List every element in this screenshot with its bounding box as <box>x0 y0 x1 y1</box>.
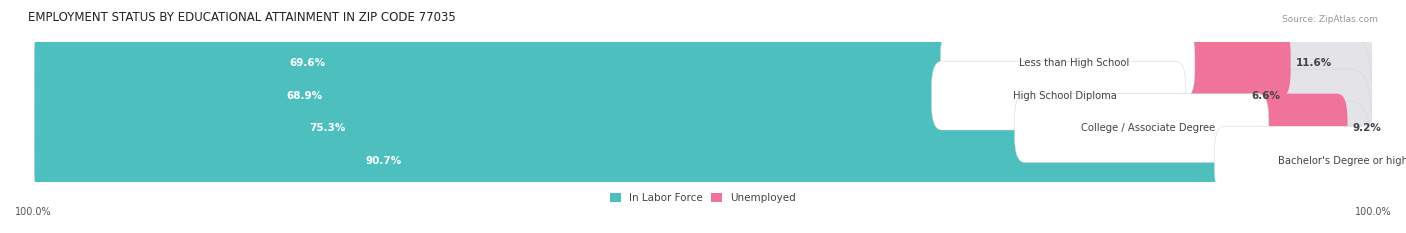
Text: 75.3%: 75.3% <box>309 123 346 133</box>
FancyBboxPatch shape <box>35 4 1371 122</box>
Text: 69.6%: 69.6% <box>290 58 325 68</box>
FancyBboxPatch shape <box>35 102 1371 219</box>
Text: Source: ZipAtlas.com: Source: ZipAtlas.com <box>1282 15 1378 24</box>
Text: 68.9%: 68.9% <box>287 91 322 101</box>
FancyBboxPatch shape <box>1215 126 1406 195</box>
Text: 100.0%: 100.0% <box>14 207 51 217</box>
FancyBboxPatch shape <box>35 37 967 154</box>
FancyBboxPatch shape <box>35 102 1251 219</box>
Text: 100.0%: 100.0% <box>1355 207 1392 217</box>
Text: Bachelor's Degree or higher: Bachelor's Degree or higher <box>1278 156 1406 166</box>
Text: 6.6%: 6.6% <box>1251 91 1279 101</box>
FancyBboxPatch shape <box>1178 61 1246 130</box>
Text: High School Diploma: High School Diploma <box>1014 91 1116 101</box>
Text: Less than High School: Less than High School <box>1019 58 1129 68</box>
FancyBboxPatch shape <box>931 61 1185 130</box>
FancyBboxPatch shape <box>35 69 1050 187</box>
Text: EMPLOYMENT STATUS BY EDUCATIONAL ATTAINMENT IN ZIP CODE 77035: EMPLOYMENT STATUS BY EDUCATIONAL ATTAINM… <box>28 11 456 24</box>
Text: 11.6%: 11.6% <box>1296 58 1331 68</box>
FancyBboxPatch shape <box>1015 94 1268 163</box>
FancyBboxPatch shape <box>35 4 977 122</box>
FancyBboxPatch shape <box>35 37 1371 154</box>
FancyBboxPatch shape <box>941 29 1195 98</box>
FancyBboxPatch shape <box>1187 29 1291 98</box>
Text: 90.7%: 90.7% <box>366 156 402 166</box>
FancyBboxPatch shape <box>35 69 1371 187</box>
Legend: In Labor Force, Unemployed: In Labor Force, Unemployed <box>606 189 800 207</box>
Text: College / Associate Degree: College / Associate Degree <box>1081 123 1215 133</box>
Text: 9.2%: 9.2% <box>1353 123 1382 133</box>
FancyBboxPatch shape <box>1261 94 1347 163</box>
